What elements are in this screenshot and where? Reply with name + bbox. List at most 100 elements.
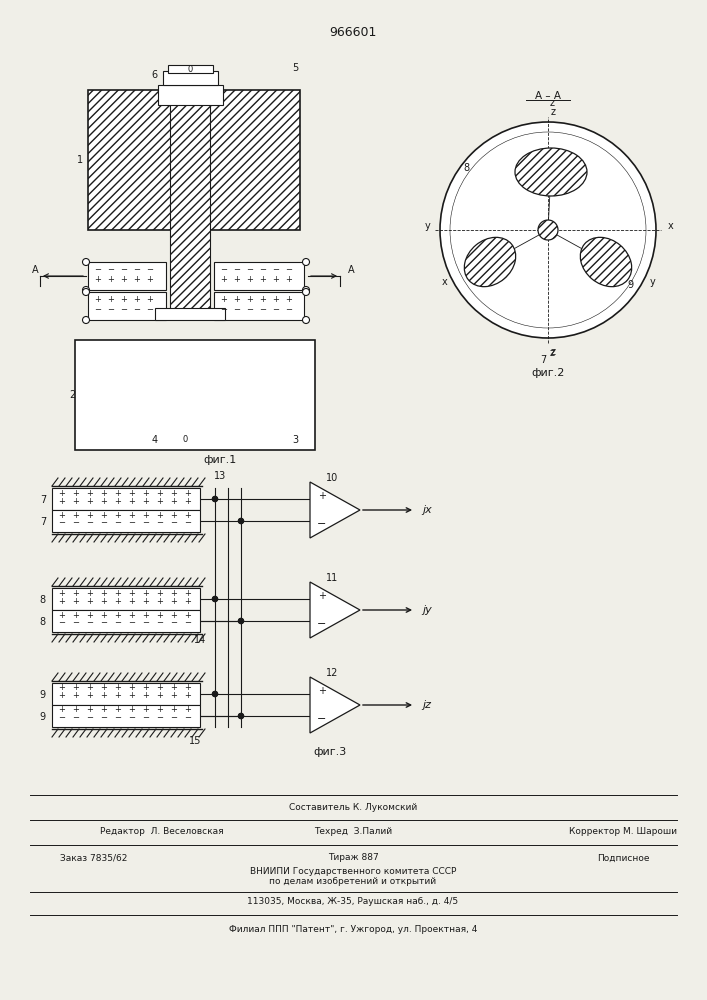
Text: +: + [247,275,253,284]
Text: −: − [100,618,107,628]
Text: 0: 0 [187,64,192,74]
Text: +: + [134,296,141,304]
Text: jy: jy [422,605,432,615]
Circle shape [83,286,90,294]
Circle shape [303,316,310,324]
Text: A: A [348,265,355,275]
Text: 9: 9 [40,712,46,722]
Text: +: + [156,692,163,700]
Text: 7: 7 [40,517,46,527]
Circle shape [213,596,218,601]
Bar [88,90,300,230]
Text: −: − [156,714,163,722]
Circle shape [238,518,243,524]
Text: −: − [170,518,177,528]
Circle shape [238,518,243,524]
Text: z: z [551,347,556,357]
Text: −: − [146,265,153,274]
Text: +: + [129,510,136,520]
Text: +: + [143,588,149,597]
Bar [52,588,200,610]
Text: −: − [221,306,228,314]
Bar [170,90,210,310]
Text: y: y [424,221,430,231]
Text: −: − [107,265,115,274]
Bar [155,308,225,320]
Text: +: + [115,488,122,497]
Text: +: + [129,588,136,597]
Text: +: + [143,510,149,520]
Text: 6: 6 [151,70,157,80]
Text: +: + [170,596,177,605]
Text: +: + [233,275,240,284]
Text: 966601: 966601 [329,25,377,38]
Text: −: − [286,265,293,274]
Text: +: + [59,706,66,714]
Text: +: + [95,275,101,284]
Text: +: + [146,275,153,284]
Text: +: + [170,684,177,692]
Text: Составитель К. Лукомский: Составитель К. Лукомский [289,802,417,812]
Text: −: − [59,518,66,528]
Text: −: − [156,618,163,628]
Text: jz: jz [423,700,431,710]
Ellipse shape [580,237,631,287]
Circle shape [303,286,310,294]
Text: +: + [100,610,107,619]
Text: +: + [170,610,177,619]
Text: +: + [86,706,93,714]
Text: +: + [115,588,122,597]
Circle shape [83,258,90,265]
Text: −: − [129,618,136,628]
Text: +: + [273,275,279,284]
Text: +: + [115,496,122,506]
Text: −: − [233,306,240,314]
Text: ВНИИПИ Государственного комитета СССР: ВНИИПИ Государственного комитета СССР [250,867,456,876]
Text: −: − [134,265,141,274]
Circle shape [303,258,310,265]
Text: z: z [549,98,554,108]
Text: Корректор М. Шароши: Корректор М. Шароши [569,828,677,836]
Text: −: − [73,518,79,528]
Text: +: + [156,596,163,605]
Text: +: + [273,296,279,304]
Text: +: + [59,488,66,497]
Text: +: + [156,706,163,714]
Text: +: + [86,588,93,597]
Text: +: + [143,692,149,700]
Text: +: + [129,596,136,605]
Text: +: + [156,684,163,692]
Text: +: + [59,610,66,619]
Text: +: + [170,588,177,597]
Text: +: + [73,610,79,619]
Text: 15: 15 [189,736,201,746]
Text: −: − [317,619,327,629]
Text: 7: 7 [540,355,546,365]
Bar [168,65,213,73]
Text: −: − [317,714,327,724]
Bar [88,262,166,290]
Text: z: z [549,348,554,358]
Circle shape [238,714,243,718]
Text: +: + [59,496,66,506]
Text: 9: 9 [627,280,633,290]
Text: −: − [107,306,115,314]
Text: +: + [247,296,253,304]
Bar [52,510,200,532]
Text: +: + [170,496,177,506]
Bar [52,488,200,510]
Text: +: + [286,275,293,284]
Text: +: + [107,296,115,304]
Text: +: + [185,488,192,497]
Text: +: + [100,706,107,714]
Text: Редактор  Л. Веселовская: Редактор Л. Веселовская [100,828,223,836]
Text: +: + [59,588,66,597]
Text: +: + [146,296,153,304]
Text: +: + [115,510,122,520]
Text: 14: 14 [194,635,206,645]
Polygon shape [310,482,360,538]
Text: y: y [650,277,656,287]
Text: −: − [100,714,107,722]
Text: −: − [156,518,163,528]
Text: −: − [73,714,79,722]
